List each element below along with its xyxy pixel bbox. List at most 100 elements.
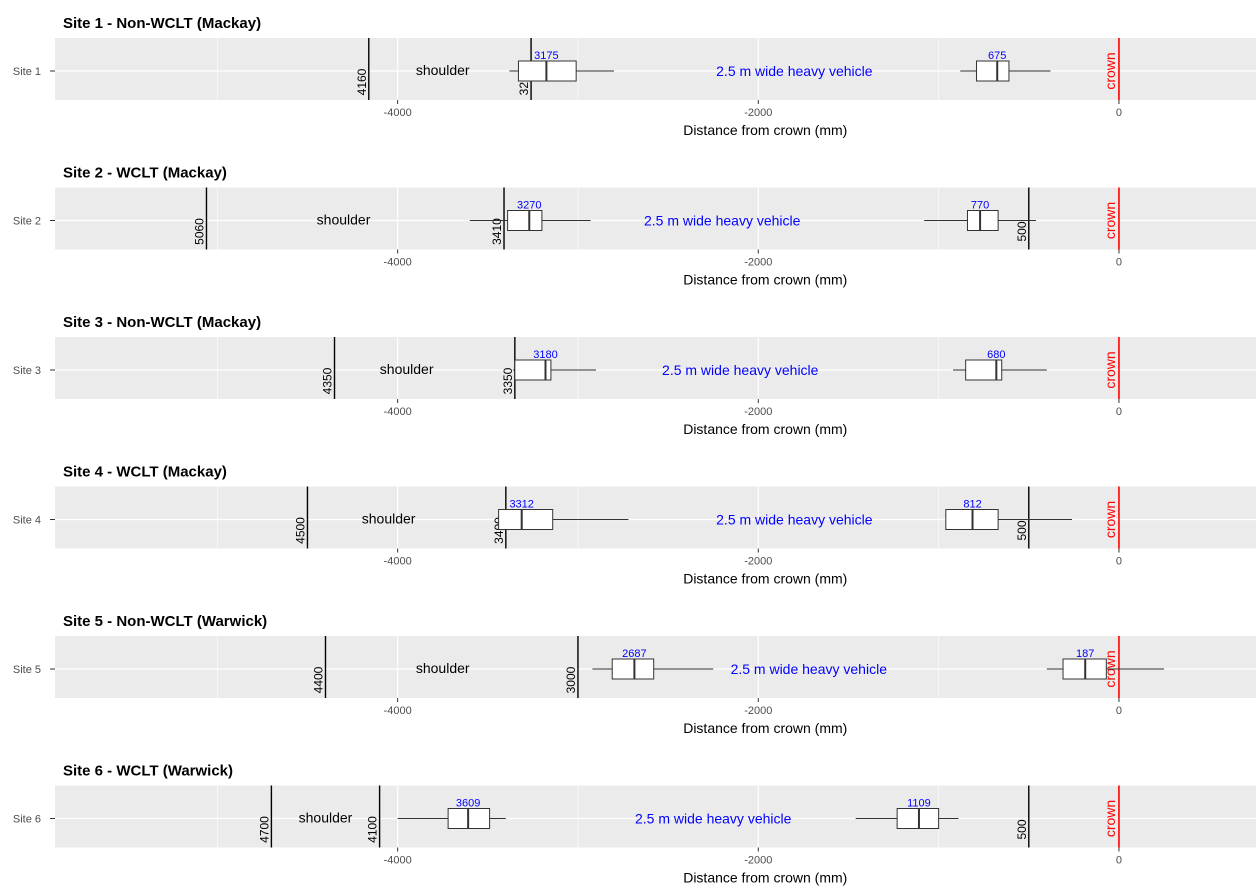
facet-panel-5: Site 5 - Non-WCLT (Warwick) Site 5 -4000 -2… xyxy=(13,613,1256,736)
box xyxy=(507,210,543,231)
facet-panel-1: Site 1 - Non-WCLT (Mackay) Site 1 -4000 -20… xyxy=(13,15,1256,138)
vehicle-label: 2.5 m wide heavy vehicle xyxy=(716,63,873,79)
box xyxy=(965,359,1003,381)
marker-label: 4700 xyxy=(257,816,271,843)
crown-label: crown xyxy=(1102,351,1118,388)
box-value-label: 770 xyxy=(971,200,989,212)
x-tick-label: 0 xyxy=(1116,705,1122,717)
marker-label: 3410 xyxy=(490,218,504,245)
boxplot: 680 xyxy=(953,349,1047,381)
shoulder-label: shoulder xyxy=(299,810,353,826)
boxplot: 770 xyxy=(924,200,1036,231)
x-tick-label: 0 xyxy=(1116,855,1122,867)
shoulder-label: shoulder xyxy=(416,660,470,676)
box-value-label: 1109 xyxy=(907,798,931,810)
panel-background xyxy=(55,337,1256,399)
box-value-label: 675 xyxy=(988,50,1006,62)
shoulder-label: shoulder xyxy=(317,212,371,228)
box-value-label: 3609 xyxy=(456,798,480,810)
boxplot: 675 xyxy=(960,50,1051,82)
x-tick-label: -4000 xyxy=(384,107,412,119)
x-tick-label: -4000 xyxy=(384,406,412,418)
x-tick-label: -2000 xyxy=(744,705,772,717)
vehicle-label: 2.5 m wide heavy vehicle xyxy=(716,512,873,528)
box-value-label: 680 xyxy=(987,349,1005,361)
vehicle-label: 2.5 m wide heavy vehicle xyxy=(731,661,888,677)
marker-label: 500 xyxy=(1015,221,1029,241)
marker-label: 500 xyxy=(1015,819,1029,839)
crown-label: crown xyxy=(1102,501,1118,538)
x-axis-title: Distance from crown (mm) xyxy=(683,272,847,288)
panel-title: Site 3 - Non-WCLT (Mackay) xyxy=(63,314,261,331)
boxplot: 3180 xyxy=(513,349,596,381)
vehicle-label: 2.5 m wide heavy vehicle xyxy=(644,213,801,229)
box xyxy=(611,658,655,680)
panel-title: Site 1 - Non-WCLT (Mackay) xyxy=(63,15,261,32)
x-tick-label: -2000 xyxy=(744,406,772,418)
x-tick-label: -2000 xyxy=(744,855,772,867)
panel-title: Site 2 - WCLT (Mackay) xyxy=(63,165,227,182)
x-tick-label: -4000 xyxy=(384,257,412,269)
facet-panel-6: Site 6 - WCLT (Warwick) Site 6 -4000 -2000 0… xyxy=(13,763,1256,886)
boxplot: 3270 xyxy=(469,200,591,231)
x-tick-label: -4000 xyxy=(384,855,412,867)
vehicle-label: 2.5 m wide heavy vehicle xyxy=(635,811,792,827)
facet-panel-4: Site 4 - WCLT (Mackay) Site 4 -4000 -2000 0 D… xyxy=(13,464,1256,587)
panel-background xyxy=(55,38,1256,100)
boxplot: 187 xyxy=(1046,648,1165,680)
x-tick-label: -4000 xyxy=(384,556,412,568)
x-tick-label: 0 xyxy=(1116,556,1122,568)
x-tick-label: -4000 xyxy=(384,705,412,717)
marker-label: 4400 xyxy=(311,666,325,693)
x-tick-label: 0 xyxy=(1116,257,1122,269)
y-tick-label: Site 4 xyxy=(13,515,41,527)
box-value-label: 3270 xyxy=(517,200,541,212)
shoulder-label: shoulder xyxy=(380,361,434,377)
marker-label: 5060 xyxy=(192,218,206,245)
box-value-label: 3180 xyxy=(533,349,557,361)
box-value-label: 3175 xyxy=(534,50,558,62)
box xyxy=(966,210,999,231)
boxplot: 3609 xyxy=(397,798,506,829)
box xyxy=(514,359,552,381)
marker-label: 4500 xyxy=(293,517,307,544)
x-tick-label: -2000 xyxy=(744,556,772,568)
boxplot: 1109 xyxy=(855,798,959,829)
x-tick-label: 0 xyxy=(1116,406,1122,418)
panel-background xyxy=(55,785,1256,848)
shoulder-label: shoulder xyxy=(416,62,470,78)
facet-panel-2: Site 2 - WCLT (Mackay) Site 2 -4000 -2000 0 D… xyxy=(13,165,1256,288)
box-value-label: 2687 xyxy=(622,648,646,660)
box xyxy=(498,509,554,530)
crown-label: crown xyxy=(1102,800,1118,837)
marker-label: 3350 xyxy=(501,367,515,394)
y-tick-label: Site 1 xyxy=(13,66,41,78)
x-tick-label: -2000 xyxy=(744,257,772,269)
x-axis-title: Distance from crown (mm) xyxy=(683,870,847,886)
shoulder-label: shoulder xyxy=(362,511,416,527)
x-axis-title: Distance from crown (mm) xyxy=(683,571,847,587)
vehicle-label: 2.5 m wide heavy vehicle xyxy=(662,362,819,378)
y-tick-label: Site 3 xyxy=(13,365,41,377)
panel-background xyxy=(55,636,1256,698)
y-tick-label: Site 6 xyxy=(13,814,41,826)
boxplot: 812 xyxy=(945,499,1073,530)
crown-label: crown xyxy=(1102,202,1118,239)
x-axis-title: Distance from crown (mm) xyxy=(683,421,847,437)
boxplot: 3175 xyxy=(509,50,615,82)
x-axis-title: Distance from crown (mm) xyxy=(683,720,847,736)
panel-title: Site 5 - Non-WCLT (Warwick) xyxy=(63,613,267,630)
facet-panel-3: Site 3 - Non-WCLT (Mackay) Site 3 -4000 -20… xyxy=(13,314,1256,437)
marker-label: 3000 xyxy=(564,666,578,693)
panel-background xyxy=(55,187,1256,250)
box xyxy=(896,808,940,829)
box-value-label: 812 xyxy=(963,499,981,511)
panel-title: Site 6 - WCLT (Warwick) xyxy=(63,763,233,780)
marker-label: 4350 xyxy=(321,367,335,394)
x-tick-label: -2000 xyxy=(744,107,772,119)
y-tick-label: Site 2 xyxy=(13,216,41,228)
boxplot: 3312 xyxy=(498,499,629,530)
panel-title: Site 4 - WCLT (Mackay) xyxy=(63,464,227,481)
x-tick-label: 0 xyxy=(1116,107,1122,119)
